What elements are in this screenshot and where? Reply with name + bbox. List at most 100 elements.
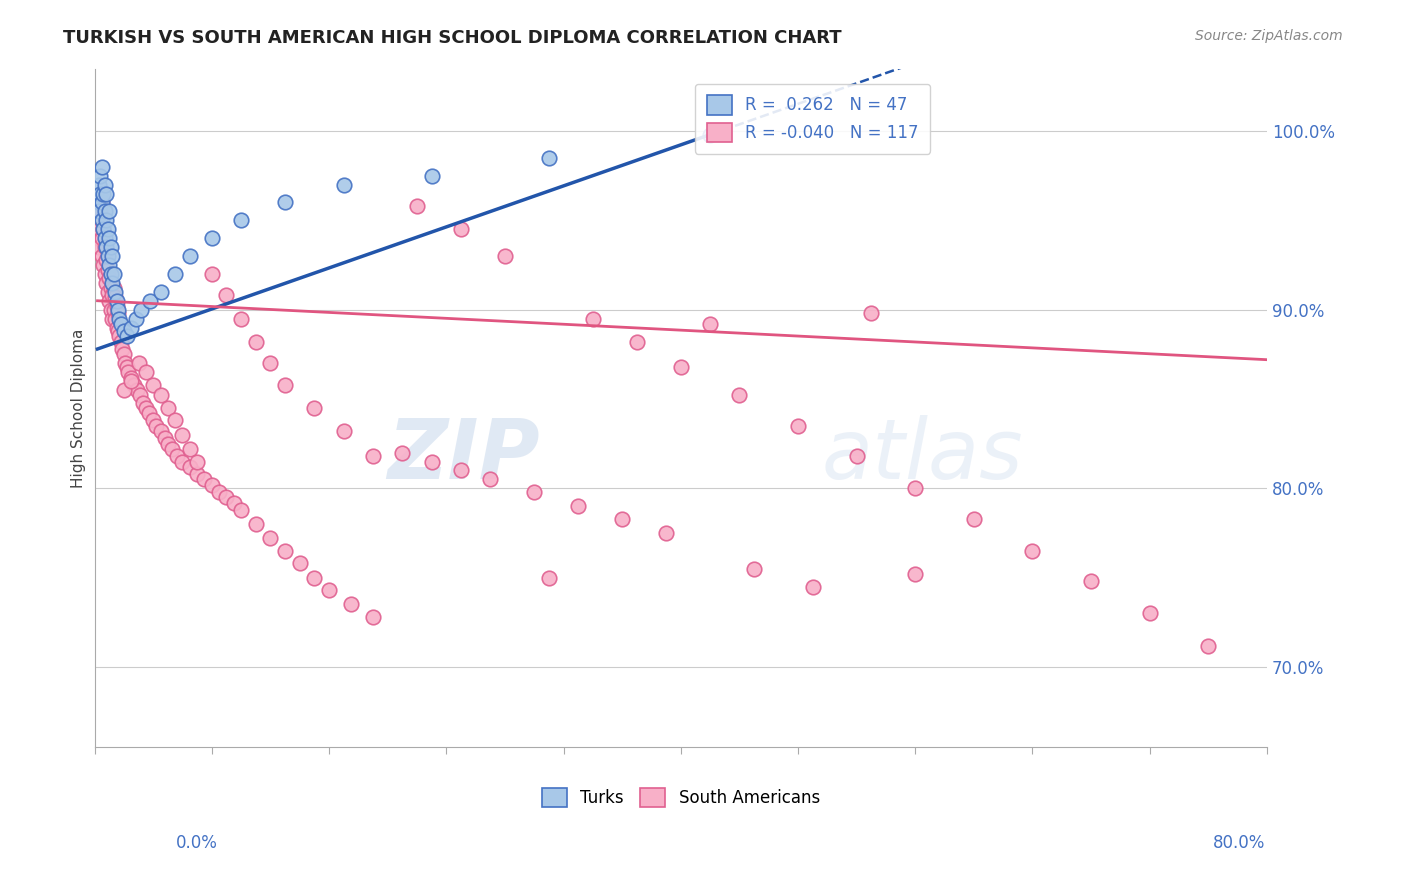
Point: [104, 290, 127, 304]
Point: [288, 557, 311, 571]
Point: [567, 499, 589, 513]
Point: [98, 204, 121, 219]
Point: [165, 267, 187, 281]
Point: [391, 445, 413, 459]
Y-axis label: High School Diploma: High School Diploma: [72, 328, 86, 488]
Point: [153, 431, 176, 445]
Point: [96, 276, 118, 290]
Point: [904, 481, 927, 495]
Text: 80.0%: 80.0%: [1213, 834, 1265, 852]
Point: [86, 231, 108, 245]
Point: [94, 240, 117, 254]
Text: ZIP: ZIP: [388, 415, 540, 496]
Point: [96, 240, 118, 254]
Point: [87, 204, 110, 219]
Point: [229, 311, 252, 326]
Text: 0.0%: 0.0%: [176, 834, 218, 852]
Point: [93, 258, 115, 272]
Point: [135, 365, 157, 379]
Point: [1080, 574, 1102, 589]
Point: [132, 395, 155, 409]
Point: [332, 178, 354, 192]
Point: [523, 484, 546, 499]
Point: [201, 267, 224, 281]
Point: [138, 406, 160, 420]
Point: [103, 302, 125, 317]
Point: [124, 311, 146, 326]
Point: [96, 186, 118, 201]
Legend: Turks, South Americans: Turks, South Americans: [534, 781, 827, 814]
Point: [304, 401, 326, 415]
Point: [90, 195, 112, 210]
Point: [361, 610, 384, 624]
Point: [156, 436, 179, 450]
Point: [89, 186, 111, 201]
Point: [94, 231, 117, 245]
Point: [669, 359, 692, 374]
Point: [108, 311, 131, 326]
Point: [120, 370, 142, 384]
Point: [610, 511, 633, 525]
Point: [135, 401, 157, 415]
Point: [100, 267, 122, 281]
Point: [120, 320, 142, 334]
Point: [107, 306, 129, 320]
Point: [165, 413, 187, 427]
Point: [420, 169, 443, 183]
Point: [963, 511, 986, 525]
Text: atlas: atlas: [821, 415, 1024, 496]
Point: [304, 571, 326, 585]
Point: [172, 427, 194, 442]
Point: [162, 442, 184, 456]
Point: [245, 516, 267, 531]
Point: [172, 454, 194, 468]
Point: [179, 249, 201, 263]
Point: [90, 195, 112, 210]
Point: [89, 204, 111, 219]
Point: [131, 302, 153, 317]
Point: [104, 285, 127, 299]
Point: [149, 388, 172, 402]
Point: [201, 231, 224, 245]
Point: [100, 240, 122, 254]
Point: [626, 334, 648, 349]
Point: [89, 169, 111, 183]
Point: [156, 401, 179, 415]
Point: [787, 418, 810, 433]
Point: [89, 222, 111, 236]
Point: [274, 195, 297, 210]
Point: [107, 302, 129, 317]
Point: [104, 311, 127, 326]
Point: [101, 288, 124, 302]
Point: [108, 329, 131, 343]
Point: [101, 249, 124, 263]
Point: [122, 377, 145, 392]
Point: [179, 442, 201, 456]
Point: [742, 562, 765, 576]
Point: [142, 377, 165, 392]
Point: [274, 377, 297, 392]
Point: [98, 258, 121, 272]
Point: [97, 222, 120, 236]
Point: [94, 204, 117, 219]
Point: [655, 526, 678, 541]
Point: [100, 302, 122, 317]
Text: Source: ZipAtlas.com: Source: ZipAtlas.com: [1195, 29, 1343, 43]
Point: [111, 342, 134, 356]
Point: [149, 424, 172, 438]
Point: [117, 365, 139, 379]
Point: [1139, 607, 1161, 621]
Point: [98, 270, 121, 285]
Point: [115, 329, 138, 343]
Point: [139, 293, 162, 308]
Point: [115, 359, 138, 374]
Point: [90, 213, 112, 227]
Point: [87, 240, 110, 254]
Point: [332, 424, 354, 438]
Point: [94, 178, 117, 192]
Point: [537, 571, 560, 585]
Point: [406, 199, 429, 213]
Point: [340, 598, 363, 612]
Point: [93, 186, 115, 201]
Point: [97, 263, 120, 277]
